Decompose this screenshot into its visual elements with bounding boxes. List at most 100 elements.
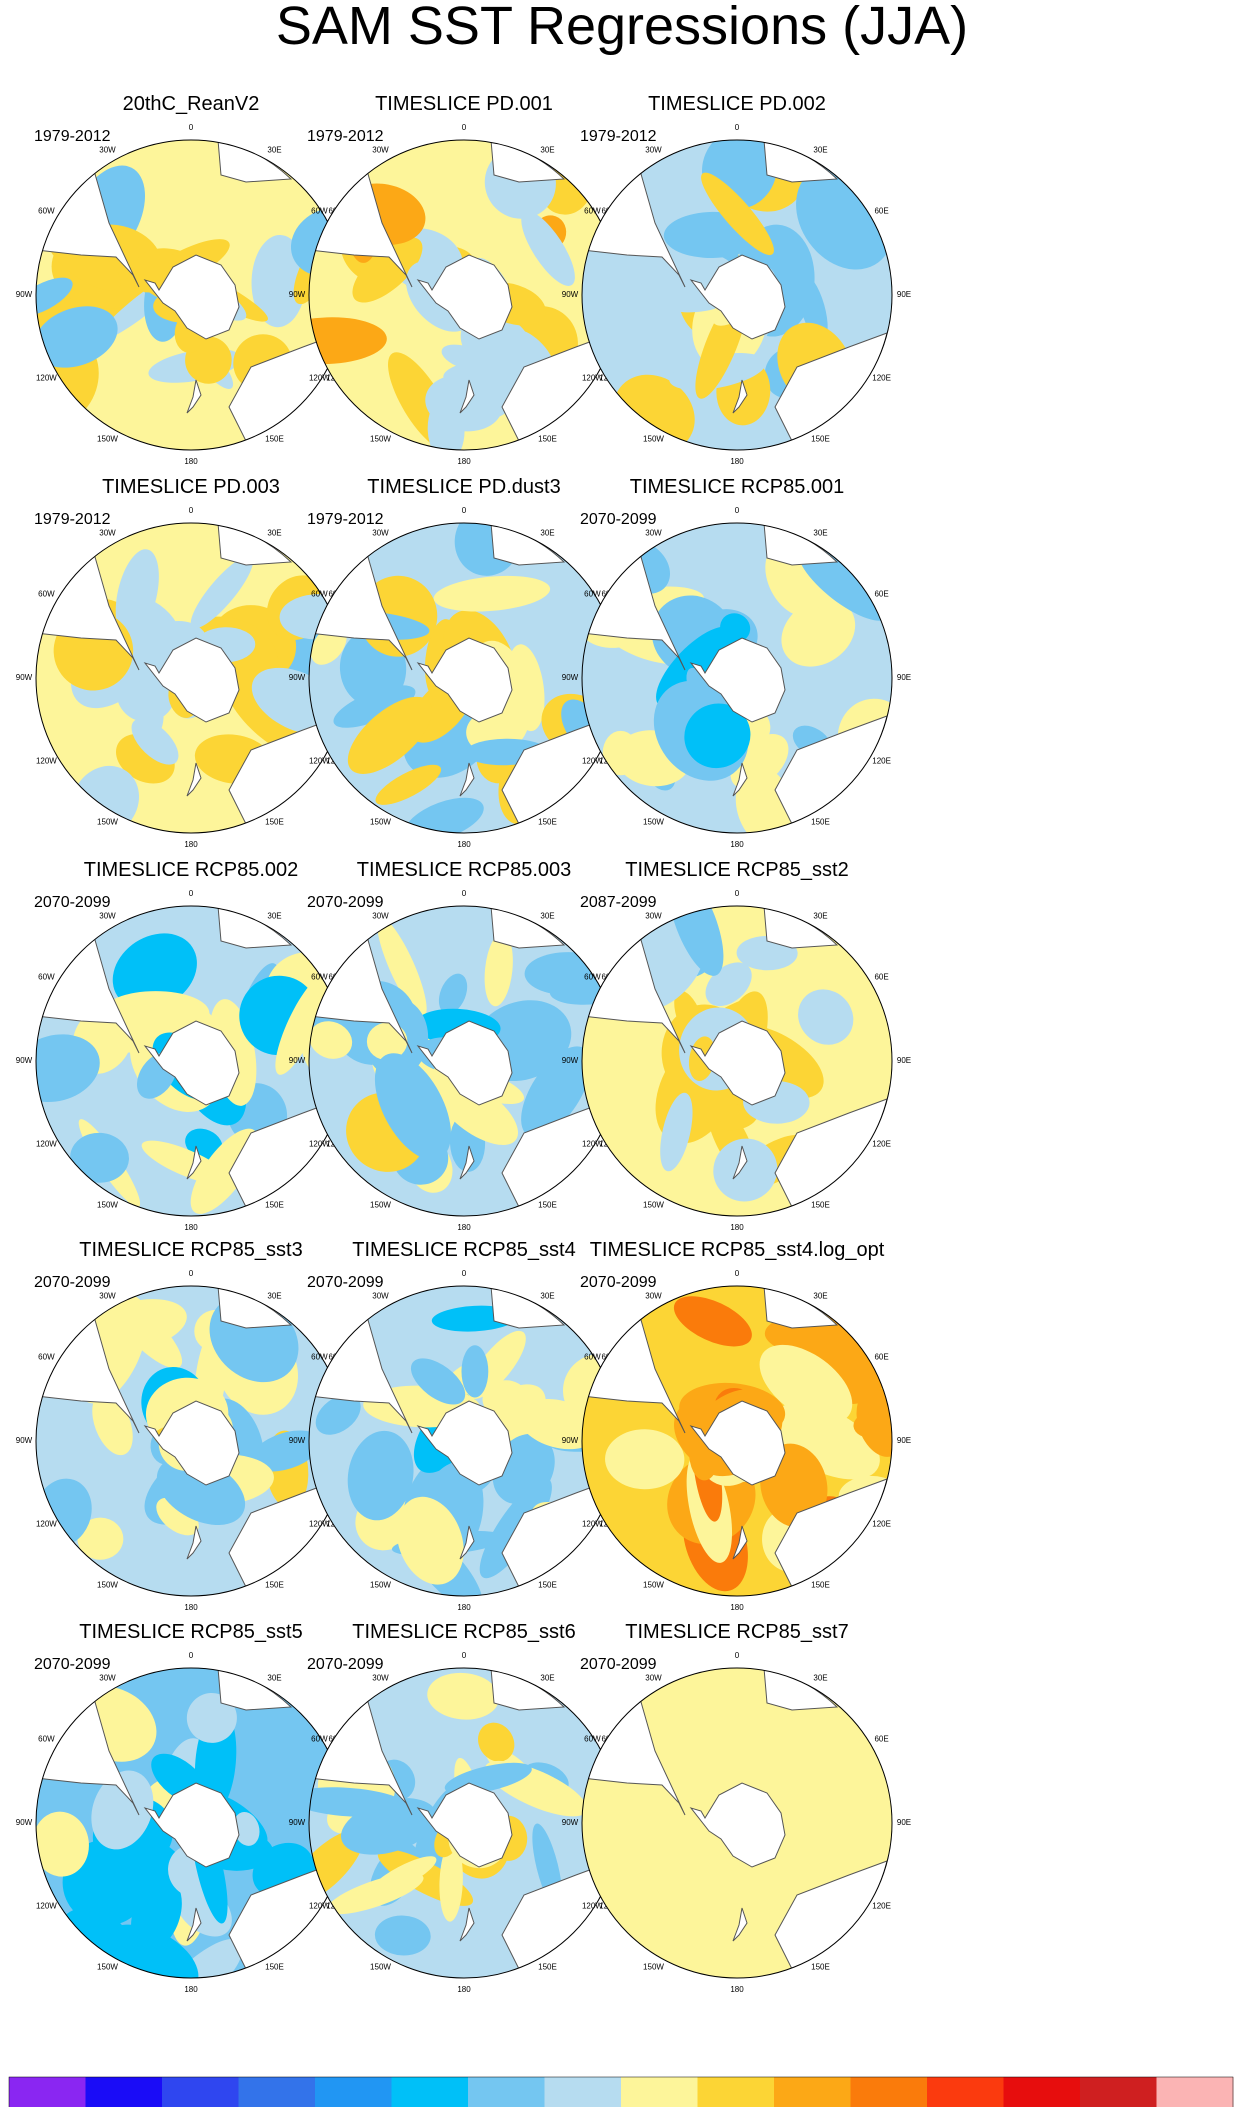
sst-anomaly-patch bbox=[190, 555, 254, 629]
sst-field bbox=[309, 523, 619, 833]
longitude-label: 60W bbox=[584, 207, 601, 216]
longitude-label: 90W bbox=[289, 290, 306, 299]
longitude-label: 60E bbox=[874, 1353, 888, 1362]
sst-anomaly-patch bbox=[347, 1430, 414, 1521]
panel-title: TIMESLICE RCP85_sst2 bbox=[625, 859, 848, 881]
sst-anomaly-patch bbox=[251, 234, 307, 328]
sst-anomaly-patch bbox=[141, 1140, 231, 1186]
longitude-label: 60W bbox=[311, 1353, 328, 1362]
figure-title: SAM SST Regressions (JJA) bbox=[276, 0, 968, 56]
sst-anomaly-patch bbox=[131, 718, 179, 765]
longitude-label: 60E bbox=[874, 1735, 888, 1744]
sst-anomaly-patch bbox=[275, 975, 328, 1075]
antarctica-land bbox=[143, 254, 240, 340]
longitude-label: 150W bbox=[643, 1963, 664, 1972]
longitude-label: 90W bbox=[289, 1818, 306, 1827]
longitude-label: 90W bbox=[562, 1436, 579, 1445]
longitude-label: 150E bbox=[538, 1963, 557, 1972]
longitude-label: 30W bbox=[372, 912, 389, 921]
longitude-label: 30W bbox=[372, 1674, 389, 1683]
map-boundary bbox=[581, 1285, 893, 1597]
antarctica-land bbox=[689, 1020, 786, 1106]
map-panel: 20thC_ReanV21979-2012030E60E90E120E150E1… bbox=[16, 93, 365, 466]
longitude-label: 30E bbox=[813, 529, 827, 538]
longitude-label: 150E bbox=[265, 1201, 284, 1210]
longitude-label: 30W bbox=[99, 146, 116, 155]
sst-field bbox=[582, 523, 892, 833]
longitude-label: 90W bbox=[16, 290, 33, 299]
longitude-label: 0 bbox=[189, 1651, 194, 1660]
longitude-label: 60E bbox=[874, 973, 888, 982]
longitude-label: 180 bbox=[457, 1985, 471, 1994]
longitude-label: 150E bbox=[811, 818, 830, 827]
colorbar-swatch bbox=[315, 2077, 392, 2107]
panel-grid: 20thC_ReanV2 1979-2012 0 30E 60E 90E 120E 150E 1… bbox=[16, 93, 911, 1994]
panel-period: 1979-2012 bbox=[34, 511, 111, 528]
colorbar-swatch bbox=[85, 2077, 163, 2107]
map-panel: TIMESLICE RCP85_sst2 2087-2099 0 30E 60E 90E 1… bbox=[562, 859, 911, 1232]
new-zealand-land bbox=[732, 1907, 748, 1942]
sst-anomaly-patch bbox=[461, 1345, 489, 1398]
longitude-label: 0 bbox=[189, 889, 194, 898]
longitude-label: 180 bbox=[184, 1603, 198, 1612]
sst-anomaly-patch bbox=[759, 1344, 853, 1424]
longitude-label: 30E bbox=[813, 1292, 827, 1301]
longitude-label: 60W bbox=[584, 973, 601, 982]
panel-period: 2070-2099 bbox=[34, 1274, 111, 1291]
sst-anomaly-patch bbox=[518, 1398, 599, 1450]
sst-anomaly-patch bbox=[521, 1046, 591, 1138]
sst-anomaly-patch bbox=[374, 1915, 431, 1956]
longitude-label: 120E bbox=[872, 1902, 891, 1911]
panel-period: 1979-2012 bbox=[307, 511, 384, 528]
colorbar-swatch bbox=[621, 2077, 698, 2107]
antarctica-land bbox=[416, 637, 513, 723]
longitude-label: 60W bbox=[38, 973, 55, 982]
sst-anomaly-patch bbox=[100, 1924, 199, 1978]
sst-anomaly-patch bbox=[798, 989, 854, 1045]
longitude-label: 30W bbox=[372, 1292, 389, 1301]
longitude-label: 120W bbox=[36, 757, 57, 766]
new-zealand-land bbox=[459, 1907, 475, 1942]
longitude-label: 0 bbox=[735, 889, 740, 898]
sst-anomaly-patch bbox=[668, 906, 724, 976]
sst-field bbox=[36, 1286, 346, 1596]
new-zealand-land bbox=[732, 1525, 748, 1560]
sst-anomaly-patch bbox=[484, 932, 513, 1007]
sst-anomaly-patch bbox=[326, 1873, 424, 1915]
longitude-label: 30W bbox=[372, 529, 389, 538]
sst-anomaly-patch bbox=[713, 1138, 778, 1202]
panel-period: 2070-2099 bbox=[307, 1656, 384, 1673]
colorbar-frame bbox=[8, 2076, 1234, 2107]
longitude-label: 120W bbox=[309, 1902, 330, 1911]
sst-anomaly-patch bbox=[435, 1077, 518, 1145]
sst-anomaly-patch bbox=[375, 764, 442, 805]
panel-title: TIMESLICE RCP85_sst5 bbox=[79, 1621, 302, 1643]
panel-title: TIMESLICE RCP85_sst3 bbox=[79, 1239, 302, 1261]
longitude-label: 30E bbox=[813, 146, 827, 155]
longitude-label: 0 bbox=[735, 1651, 740, 1660]
longitude-label: 60W bbox=[311, 1735, 328, 1744]
panel-period: 2070-2099 bbox=[580, 1274, 657, 1291]
map-panel: TIMESLICE PD.002 1979-2012 0 30E 60E 90E 120E 1… bbox=[562, 93, 911, 466]
longitude-label: 180 bbox=[184, 1223, 198, 1232]
longitude-label: 90W bbox=[562, 1056, 579, 1065]
longitude-label: 120E bbox=[872, 1140, 891, 1149]
sst-anomaly-patch bbox=[798, 545, 890, 621]
panel-title: TIMESLICE RCP85_sst4.log_opt bbox=[590, 1239, 885, 1261]
map-panel: TIMESLICE RCP85_sst4.log_opt 2070-2099 0 30… bbox=[562, 1239, 911, 1612]
colorbar-swatch bbox=[391, 2077, 469, 2107]
longitude-label: 30W bbox=[645, 912, 662, 921]
longitude-label: 60W bbox=[311, 590, 328, 599]
longitude-label: 0 bbox=[462, 889, 467, 898]
longitude-label: 30W bbox=[645, 1292, 662, 1301]
longitude-label: 150W bbox=[370, 1963, 391, 1972]
longitude-label: 120W bbox=[582, 374, 603, 383]
sst-anomaly-patch bbox=[36, 1034, 100, 1103]
sst-anomaly-patch bbox=[251, 1430, 321, 1472]
longitude-label: 120W bbox=[309, 757, 330, 766]
longitude-label: 0 bbox=[462, 1269, 467, 1278]
longitude-label: 60W bbox=[38, 590, 55, 599]
sst-field bbox=[309, 140, 619, 450]
longitude-label: 30E bbox=[813, 1674, 827, 1683]
longitude-label: 90W bbox=[289, 1056, 306, 1065]
